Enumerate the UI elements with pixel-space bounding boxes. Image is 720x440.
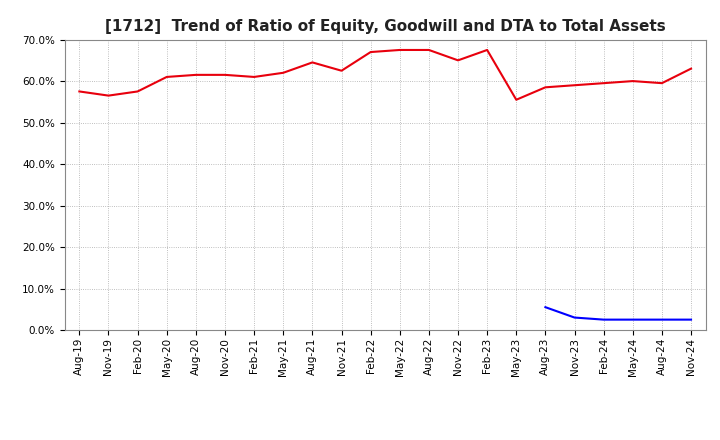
Equity xyxy=(279,70,287,75)
Equity xyxy=(454,58,462,63)
Equity xyxy=(425,48,433,53)
Equity xyxy=(395,48,404,53)
Title: [1712]  Trend of Ratio of Equity, Goodwill and DTA to Total Assets: [1712] Trend of Ratio of Equity, Goodwil… xyxy=(105,19,665,34)
Equity xyxy=(512,97,521,103)
Equity xyxy=(657,81,666,86)
Equity xyxy=(220,72,229,77)
Equity xyxy=(75,89,84,94)
Equity xyxy=(541,84,550,90)
Line: Equity: Equity xyxy=(79,50,691,100)
Equity xyxy=(308,60,317,65)
Equity xyxy=(133,89,142,94)
Goodwill xyxy=(541,304,550,310)
Equity xyxy=(366,49,375,55)
Equity xyxy=(687,66,696,71)
Goodwill xyxy=(599,317,608,322)
Goodwill xyxy=(687,317,696,322)
Goodwill xyxy=(570,315,579,320)
Equity xyxy=(163,74,171,80)
Goodwill xyxy=(657,317,666,322)
Equity xyxy=(250,74,258,80)
Line: Goodwill: Goodwill xyxy=(546,307,691,319)
Equity xyxy=(483,48,492,53)
Goodwill xyxy=(629,317,637,322)
Equity xyxy=(192,72,200,77)
Equity xyxy=(570,83,579,88)
Equity xyxy=(337,68,346,73)
Equity xyxy=(599,81,608,86)
Equity xyxy=(104,93,113,98)
Equity xyxy=(629,78,637,84)
